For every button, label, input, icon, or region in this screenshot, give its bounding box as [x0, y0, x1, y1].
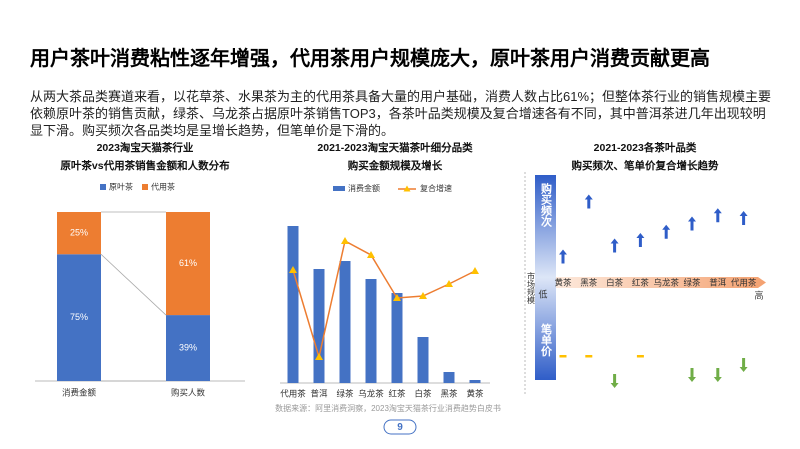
bar [469, 380, 481, 383]
bar [417, 337, 429, 383]
flat-mark [585, 355, 593, 358]
flat-mark [636, 355, 644, 358]
bar [365, 279, 377, 383]
bar [391, 293, 403, 383]
value-label: 75% [70, 312, 88, 322]
series-label: 购买频次 [540, 182, 553, 228]
legend-label: 原叶茶 [109, 182, 133, 192]
x-tick-label: 黑茶 [580, 277, 598, 287]
legend-swatch [333, 186, 345, 191]
chart-subtitle: 原叶茶vs代用茶销售金额和人数分布 [60, 159, 230, 172]
x-tick-label: 乌龙茶 [358, 388, 384, 398]
x-tick-label: 黄茶 [466, 388, 484, 398]
flat-mark [559, 355, 567, 358]
page-badge [383, 419, 417, 435]
connector [100, 253, 167, 316]
bar [287, 226, 299, 383]
x-low: 低 [538, 288, 547, 299]
up-arrow [688, 216, 696, 231]
x-tick-label: 黄茶 [554, 277, 572, 287]
down-arrow [739, 358, 748, 372]
up-arrow [662, 224, 671, 239]
bar [339, 261, 351, 383]
legend-marker [403, 185, 411, 192]
chart-subtitle: 购买频次、笔单价复合增长趋势 [572, 159, 719, 172]
legend-label: 复合增速 [420, 183, 452, 193]
line-marker [315, 353, 323, 360]
up-arrow [713, 208, 722, 223]
down-arrow [688, 368, 696, 382]
x-high: 高 [754, 289, 763, 300]
x-tick-label: 代用茶 [280, 388, 306, 398]
legend-label: 消费金额 [348, 183, 380, 193]
x-arrow [556, 277, 766, 288]
x-tick-label: 黑茶 [440, 388, 458, 398]
x-tick-label: 消费金额 [62, 387, 97, 397]
bar-segment [166, 315, 210, 381]
up-arrow [584, 194, 593, 209]
legend-swatch [142, 184, 148, 190]
series-label: 笔单价 [540, 322, 553, 357]
bar-segment [57, 212, 101, 255]
up-arrow [636, 233, 645, 247]
x-tick-label: 普洱 [310, 388, 328, 398]
line-marker [393, 294, 401, 301]
value-label: 61% [179, 258, 197, 268]
line-marker [341, 237, 349, 244]
x-tick-label: 绿茶 [683, 277, 701, 287]
x-tick-label: 购买人数 [171, 387, 206, 397]
bar [443, 372, 455, 383]
line-marker [289, 266, 297, 273]
legend-swatch [100, 184, 106, 190]
line-marker [445, 280, 453, 287]
slide-text: 从两大茶品类赛道来看，以花草茶、水果茶为主的代用茶具备大量的用户基础，消费人数占… [30, 89, 772, 138]
legend-label: 代用茶 [151, 182, 175, 192]
value-label: 39% [179, 342, 197, 352]
down-arrow [713, 368, 722, 382]
source: 数据来源：阿里消费洞察，2023淘宝天猫茶行业消费趋势白皮书 [275, 403, 501, 413]
line-marker [419, 292, 427, 299]
x-tick-label: 红茶 [632, 277, 650, 287]
value-label: 25% [70, 228, 88, 238]
line [292, 239, 476, 360]
slide-title: 用户茶叶消费粘性逐年增强，代用茶用户规模庞大，原叶茶用户消费贡献更高 [30, 48, 710, 70]
up-arrow [610, 238, 619, 253]
chart-title: 2021-2023淘宝天猫茶叶细分品类 [317, 141, 473, 154]
x-tick-label: 代用茶 [731, 277, 757, 287]
x-tick-label: 红茶 [388, 388, 406, 398]
y-band [535, 175, 556, 380]
line-marker [367, 251, 375, 258]
page-number: 9 [397, 422, 403, 433]
x-tick-label: 绿茶 [336, 388, 354, 398]
chart-title: 2023淘宝天猫茶行业 [97, 141, 194, 154]
line-marker [471, 267, 479, 274]
x-axis-label: 市场规模 [527, 271, 536, 305]
x-tick-label: 白茶 [414, 388, 432, 398]
x-tick-label: 乌龙茶 [653, 277, 679, 287]
chart-title: 2021-2023各茶叶品类 [594, 141, 697, 154]
x-tick-label: 普洱 [709, 277, 727, 287]
bar-segment [166, 212, 210, 316]
up-arrow [739, 211, 748, 225]
up-arrow [559, 249, 567, 264]
chart-subtitle: 购买金额规模及增长 [348, 159, 443, 172]
bar-segment [57, 254, 101, 381]
bar [313, 269, 325, 383]
x-tick-label: 白茶 [606, 277, 624, 287]
down-arrow [610, 374, 619, 388]
